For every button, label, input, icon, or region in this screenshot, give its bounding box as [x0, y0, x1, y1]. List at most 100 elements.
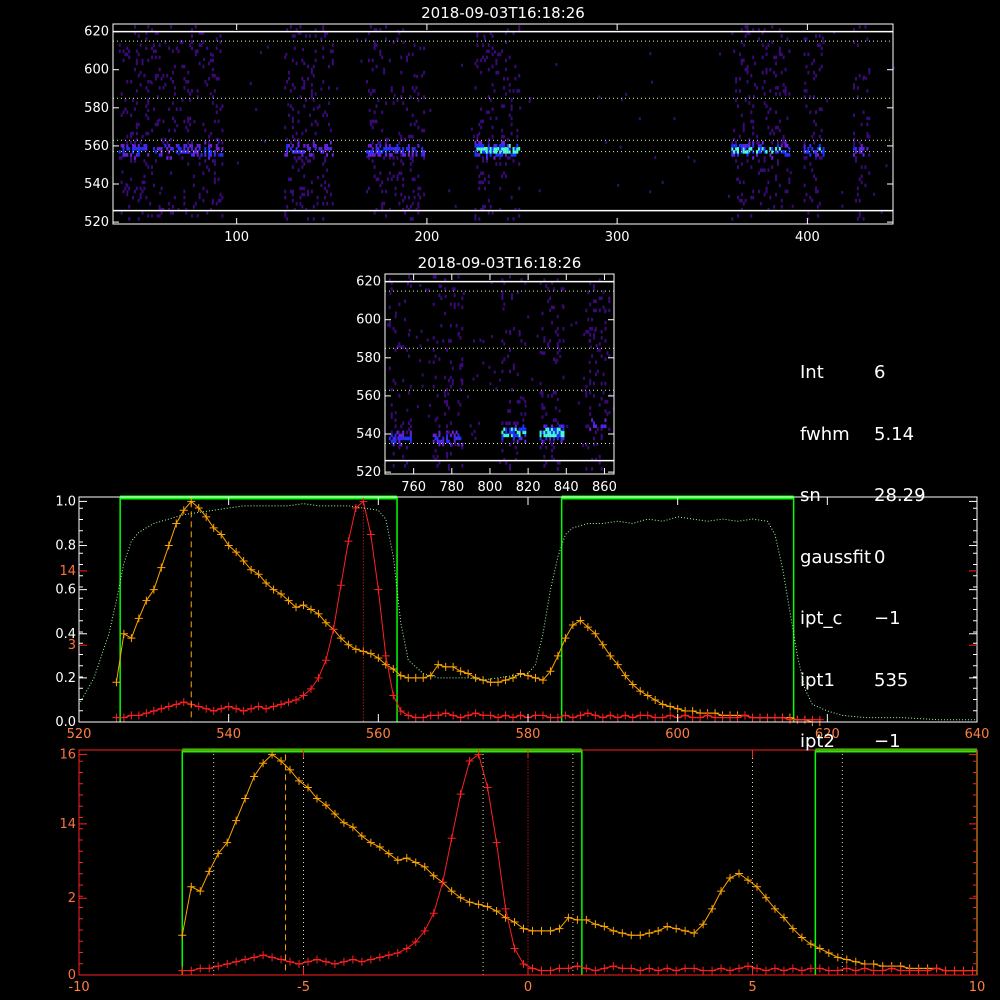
- heatmap-cell: [379, 144, 382, 148]
- heatmap-cell: [156, 122, 159, 127]
- heatmap-cell: [740, 144, 743, 148]
- red-marker: [465, 757, 474, 766]
- heatmap-cell: [820, 46, 823, 51]
- heatmap-cell: [156, 147, 159, 151]
- heatmap-cell: [524, 342, 527, 346]
- heatmap-cell: [472, 377, 475, 381]
- orange-marker: [492, 907, 501, 916]
- heatmap-cell: [508, 83, 511, 87]
- heatmap-cell: [211, 73, 214, 77]
- heatmap-cell: [329, 140, 332, 145]
- red-marker: [223, 959, 232, 968]
- heatmap-cell: [407, 421, 410, 425]
- heatmap-cell: [558, 424, 561, 429]
- heatmap-cell: [381, 55, 384, 60]
- heatmap-cell: [478, 174, 481, 179]
- heatmap-cell: [160, 147, 163, 151]
- heatmap-cell: [604, 381, 607, 386]
- orange-marker: [268, 750, 277, 759]
- heatmap-cell: [786, 144, 789, 148]
- red-marker: [636, 966, 645, 975]
- heatmap-cell: [803, 165, 806, 169]
- heatmap-cell: [476, 144, 479, 148]
- heatmap-cell: [765, 52, 768, 57]
- heatmap-cell: [404, 436, 407, 441]
- heatmap-cell: [767, 125, 770, 130]
- red-marker: [583, 709, 592, 718]
- heatmap-cell: [501, 433, 504, 438]
- orange-marker: [456, 893, 465, 902]
- orange-marker: [303, 783, 312, 792]
- heatmap-cell: [501, 436, 504, 441]
- heatmap-cell: [411, 159, 414, 163]
- orange-marker: [375, 843, 384, 852]
- heatmap-cell: [394, 411, 397, 415]
- orange-marker: [627, 931, 636, 940]
- heatmap-cell: [405, 147, 408, 151]
- heatmap-cell: [301, 131, 304, 136]
- heatmap-cell: [432, 454, 435, 459]
- heatmap-cell: [417, 192, 420, 197]
- heatmap-cell: [509, 409, 512, 413]
- x-tick-label: 760: [401, 480, 426, 495]
- heatmap-cell: [459, 363, 462, 368]
- heatmap-cell: [491, 147, 494, 151]
- heatmap-cell: [780, 144, 783, 148]
- heatmap-cell: [143, 159, 146, 163]
- heatmap-cell: [860, 180, 863, 185]
- orange-marker: [419, 673, 428, 682]
- heatmap-cell: [219, 153, 222, 157]
- heatmap-cell: [187, 89, 190, 93]
- heatmap-cell: [471, 432, 474, 436]
- heatmap-cell: [818, 34, 821, 38]
- heatmap-cell: [556, 278, 559, 282]
- heatmap-cell: [388, 366, 391, 371]
- heatmap-cell: [385, 189, 388, 194]
- heatmap-cell: [501, 140, 504, 145]
- heatmap-cell: [746, 144, 749, 148]
- heatmap-cell: [409, 424, 412, 429]
- heatmap-cell: [371, 67, 374, 72]
- heatmap-cell: [444, 294, 447, 298]
- info-row-int: Int 6: [800, 362, 926, 384]
- heatmap-cell: [124, 52, 127, 57]
- orange-marker: [555, 924, 564, 933]
- orange-marker: [600, 922, 609, 931]
- heatmap-cell: [303, 150, 306, 154]
- heatmap-cell: [543, 430, 546, 435]
- heatmap-cell: [782, 150, 785, 154]
- heatmap-cell: [124, 107, 127, 111]
- heatmap-cell: [324, 144, 327, 148]
- heatmap-cell: [560, 424, 563, 429]
- heatmap-cell: [514, 153, 517, 157]
- heatmap-cell: [487, 211, 490, 215]
- heatmap-cell: [145, 131, 148, 136]
- heatmap-cell: [307, 144, 310, 148]
- red-marker: [441, 709, 450, 718]
- heatmap-cell: [740, 61, 743, 66]
- heatmap-cell: [137, 52, 140, 57]
- heatmap-cell: [293, 46, 296, 51]
- heatmap-cell: [862, 153, 865, 157]
- heatmap-cell: [446, 451, 449, 456]
- heatmap-cell: [541, 442, 544, 447]
- heatmap-cell: [598, 342, 601, 346]
- heatmap-cell: [293, 137, 296, 142]
- heatmap-cell: [388, 320, 391, 325]
- heatmap-cell: [506, 147, 509, 151]
- heatmap-cell: [400, 433, 403, 438]
- heatmap-cell: [118, 150, 121, 154]
- orange-marker: [441, 662, 450, 671]
- heatmap-cell: [495, 162, 498, 166]
- heatmap-cell: [303, 61, 306, 66]
- heatmap-cell: [295, 201, 298, 206]
- heatmap-cell: [518, 208, 521, 212]
- heatmap-cell: [320, 87, 323, 91]
- heatmap-cell: [505, 427, 508, 432]
- x-tick-label: 10: [969, 980, 986, 995]
- x-tick-label: 600: [665, 727, 690, 742]
- heatmap-cell: [379, 171, 382, 175]
- heatmap-cell: [773, 204, 776, 209]
- heatmap-cell: [329, 192, 332, 197]
- heatmap-cell: [440, 439, 443, 444]
